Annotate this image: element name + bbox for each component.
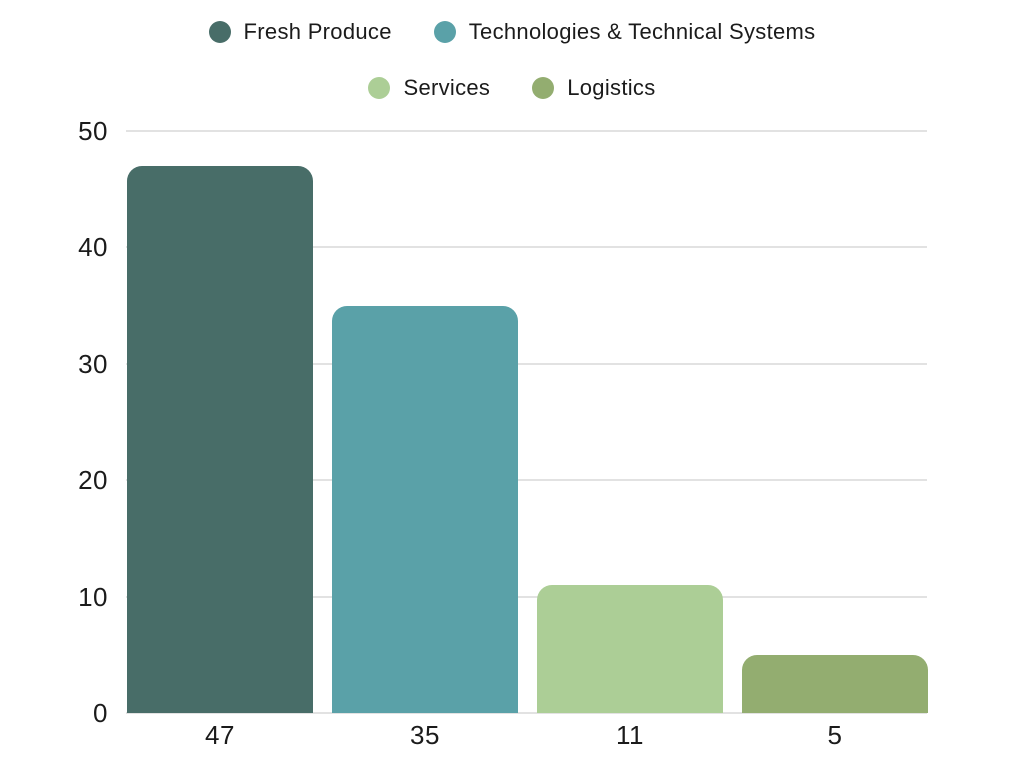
gridline-y-10: [126, 595, 927, 598]
legend-item-technologies: Technologies & Technical Systems: [433, 19, 816, 45]
bar-logistics: [742, 654, 928, 713]
y-axis-tick-label: 40: [78, 232, 108, 263]
legend-label-technologies: Technologies & Technical Systems: [468, 19, 816, 44]
gridline-y-40: [126, 246, 927, 249]
legend-marker-technologies-icon: [433, 21, 456, 43]
gridline-y-0: [126, 712, 927, 714]
y-axis-tick-label: 10: [78, 581, 108, 612]
legend-marker-logistics-icon: [532, 77, 555, 99]
legend-item-fresh-produce: Fresh Produce: [208, 19, 392, 45]
x-axis-value-label: 11: [616, 720, 644, 750]
legend-item-logistics: Logistics: [532, 75, 655, 101]
bar-technologies-technical-systems: [332, 305, 518, 713]
legend-marker-fresh-produce-icon: [208, 21, 231, 43]
gridline-y-20: [126, 479, 927, 482]
x-axis-value-label: 35: [410, 720, 440, 750]
legend-row-2: Services Logistics: [368, 73, 655, 103]
y-axis-tick-label: 50: [78, 116, 108, 146]
bar-fresh-produce: [127, 165, 313, 713]
chart-legend: Fresh Produce Technologies & Technical S…: [0, 17, 1024, 103]
y-axis-tick-label: 0: [93, 698, 108, 728]
gridline-y-30: [126, 362, 927, 365]
gridline-y-50: [126, 130, 927, 132]
legend-marker-services-icon: [368, 77, 391, 99]
x-axis-value-label: 5: [827, 720, 843, 750]
legend-row-1: Fresh Produce Technologies & Technical S…: [208, 17, 816, 47]
legend-label-services: Services: [403, 75, 491, 100]
y-axis-tick-label: 20: [78, 465, 108, 496]
x-axis-value-label: 47: [205, 720, 235, 750]
bar-services: [537, 584, 723, 713]
legend-label-logistics: Logistics: [567, 75, 656, 100]
legend-label-fresh-produce: Fresh Produce: [243, 19, 392, 44]
y-axis-tick-label: 30: [78, 348, 108, 379]
legend-item-services: Services: [368, 75, 490, 101]
